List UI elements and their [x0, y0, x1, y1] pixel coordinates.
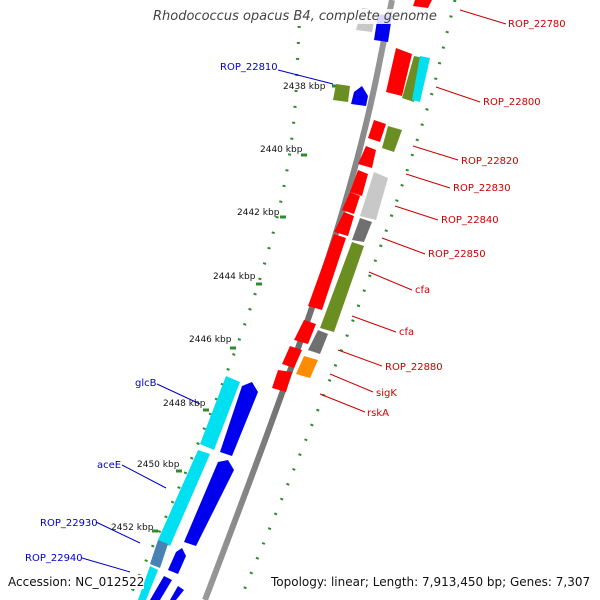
- accession-label: Accession: NC_012522: [8, 575, 145, 589]
- gene-label-left[interactable]: aceE: [97, 460, 121, 471]
- scale-label: 2444 kbp: [213, 272, 256, 282]
- left-gene-labels[interactable]: ROP_22810 glcB aceE ROP_22930 ROP_22940: [25, 62, 278, 564]
- right-gene-labels[interactable]: ROP_22780 ROP_22800 ROP_22820 ROP_22830 …: [367, 19, 566, 419]
- right-track-genes[interactable]: [272, 48, 430, 392]
- scale-label: 2450 kbp: [137, 460, 180, 470]
- gene-arrow-cyan-22940[interactable]: [138, 566, 158, 600]
- gene-label-right[interactable]: cfa: [415, 285, 430, 296]
- gene-label-right[interactable]: ROP_22820: [461, 156, 519, 167]
- gene-arrow-darkgray-22880[interactable]: [308, 330, 328, 354]
- scale-label: 2440 kbp: [260, 145, 303, 155]
- gene-label-right[interactable]: ROP_22830: [453, 183, 511, 194]
- gene-label-right[interactable]: cfa: [399, 327, 414, 338]
- gene-label-right[interactable]: rskA: [367, 408, 389, 419]
- gene-arrow-blue-aceE[interactable]: [184, 460, 234, 546]
- gene-label-right[interactable]: sigK: [376, 388, 397, 399]
- genome-title: Rhodococcus opacus B4, complete genome: [153, 9, 437, 24]
- gene-arrow-cyan-aceE[interactable]: [158, 450, 210, 546]
- gene-arrow-blue-bottom[interactable]: [170, 586, 184, 600]
- gene-arrow-red-22830[interactable]: [358, 146, 376, 168]
- gene-arrow-red-22840a[interactable]: [350, 170, 368, 196]
- gene-arrow-blue-22940[interactable]: [150, 576, 172, 600]
- scale-label: 2446 kbp: [189, 335, 232, 345]
- gene-label-right[interactable]: ROP_22850: [428, 249, 486, 260]
- gene-arrow-red-cfa1[interactable]: [308, 234, 346, 310]
- gene-arrow-blue-22810[interactable]: [351, 86, 368, 106]
- gene-arrow-red-cfa2[interactable]: [294, 320, 316, 344]
- gene-arrow-red-22880[interactable]: [282, 346, 302, 368]
- right-leaders: [319, 9, 507, 413]
- gene-label-right[interactable]: ROP_22880: [385, 362, 443, 373]
- gene-arrow-cyan-22800[interactable]: [412, 56, 430, 102]
- gene-label-right[interactable]: ROP_22840: [441, 215, 499, 226]
- gene-arrow-red-rskA[interactable]: [272, 370, 292, 392]
- scale-label: 2438 kbp: [283, 82, 326, 92]
- gene-label-right[interactable]: ROP_22800: [483, 97, 541, 108]
- gene-arrow-blue-glcB[interactable]: [220, 382, 258, 456]
- topology-label: Topology: linear; Length: 7,913,450 bp; …: [271, 575, 591, 589]
- gene-arrow-red-22850[interactable]: [334, 212, 354, 236]
- gene-arrow-darkgray-22850[interactable]: [352, 218, 372, 242]
- gene-label-left[interactable]: ROP_22930: [40, 518, 98, 529]
- gene-label-right[interactable]: ROP_22780: [508, 19, 566, 30]
- left-leaders: [81, 69, 334, 573]
- scale-label: 2452 kbp: [111, 523, 154, 533]
- gene-arrow-olive-22810[interactable]: [333, 84, 350, 102]
- scale-label: 2448 kbp: [163, 399, 206, 409]
- gene-arrow-steel-22930[interactable]: [150, 540, 168, 568]
- gene-arrow-red-top[interactable]: [413, 0, 432, 8]
- gene-arrow-olive-22820[interactable]: [382, 126, 402, 152]
- gene-arrow-red-22840b[interactable]: [342, 192, 360, 214]
- gene-arrow-blue-22930[interactable]: [168, 548, 186, 574]
- gene-label-left[interactable]: ROP_22940: [25, 553, 83, 564]
- scale-ticks: [152, 84, 338, 533]
- gene-arrow-red-22820[interactable]: [368, 120, 386, 142]
- gene-label-left[interactable]: ROP_22810: [220, 62, 278, 73]
- left-track-genes[interactable]: [138, 376, 258, 600]
- gene-arrow-red-22800[interactable]: [386, 48, 412, 96]
- scale-label: 2442 kbp: [237, 208, 280, 218]
- scale-labels: 2438 kbp 2440 kbp 2442 kbp 2444 kbp 2446…: [111, 82, 326, 533]
- gene-arrow-lightgray-22830[interactable]: [360, 172, 388, 220]
- gene-arrow-olive-cfa[interactable]: [320, 242, 364, 332]
- gene-label-left[interactable]: glcB: [135, 378, 157, 389]
- gene-arrow-cyan-glcB[interactable]: [200, 376, 240, 450]
- gene-arrow-orange-sigK[interactable]: [296, 356, 318, 378]
